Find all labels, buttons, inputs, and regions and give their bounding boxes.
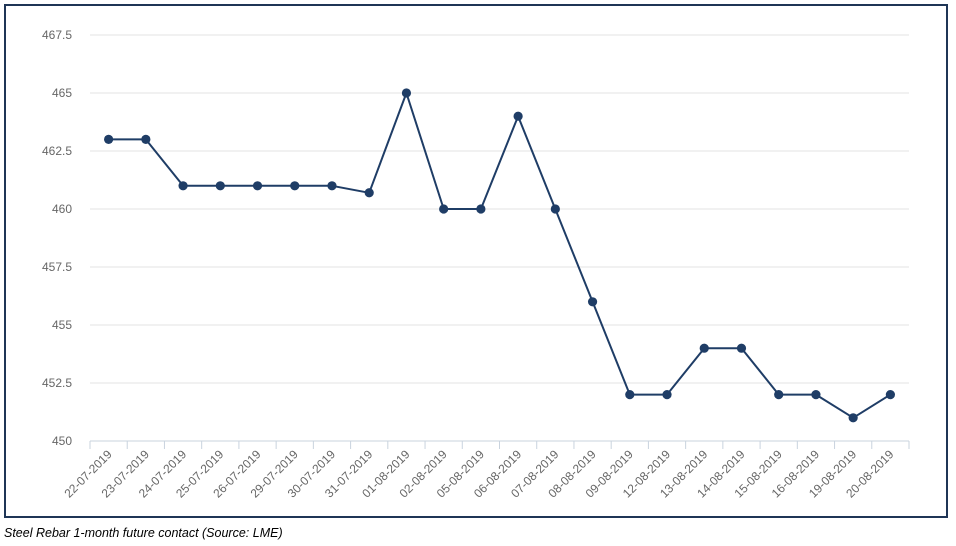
series-line	[108, 92, 891, 419]
y-tick-label: 457.5	[42, 260, 72, 274]
data-point	[104, 134, 114, 144]
data-point	[364, 188, 374, 198]
gridlines	[90, 34, 909, 384]
y-tick-label: 450	[52, 434, 72, 448]
data-point	[736, 343, 747, 353]
data-point	[439, 204, 449, 214]
data-point	[141, 134, 151, 144]
data-point	[401, 88, 412, 98]
data-point	[848, 413, 858, 423]
x-axis	[89, 440, 910, 449]
y-tick-label: 462.5	[42, 144, 72, 158]
data-point	[513, 111, 523, 121]
data-point	[774, 390, 784, 400]
data-point	[290, 181, 300, 191]
chart-caption: Steel Rebar 1-month future contact (Sour…	[4, 526, 283, 540]
data-point	[885, 390, 895, 400]
y-tick-label: 467.5	[42, 28, 72, 42]
data-point	[811, 390, 821, 400]
data-point	[699, 343, 709, 353]
x-axis-ticks: 22-07-201923-07-201924-07-201925-07-2019…	[61, 447, 896, 501]
chart-frame: 450 452.5 455 457.5 460 462.5 465 467.5 22-07-2…	[4, 4, 948, 518]
y-tick-label: 455	[52, 318, 72, 332]
data-point	[178, 181, 188, 191]
data-point	[327, 181, 337, 191]
data-point	[587, 297, 598, 307]
data-point	[550, 204, 560, 214]
y-tick-label: 460	[52, 202, 72, 216]
y-tick-label: 465	[52, 86, 72, 100]
y-axis-ticks: 450 452.5 455 457.5 460 462.5 465 467.5	[42, 28, 72, 448]
data-point	[252, 181, 263, 191]
series-line-group	[108, 92, 891, 419]
data-point	[215, 181, 225, 191]
data-point	[662, 390, 672, 400]
data-point	[625, 390, 635, 400]
y-tick-label: 452.5	[42, 376, 72, 390]
line-chart: 450 452.5 455 457.5 460 462.5 465 467.5 22-07-2…	[42, 28, 910, 501]
data-point	[476, 204, 486, 214]
data-points	[104, 88, 895, 423]
